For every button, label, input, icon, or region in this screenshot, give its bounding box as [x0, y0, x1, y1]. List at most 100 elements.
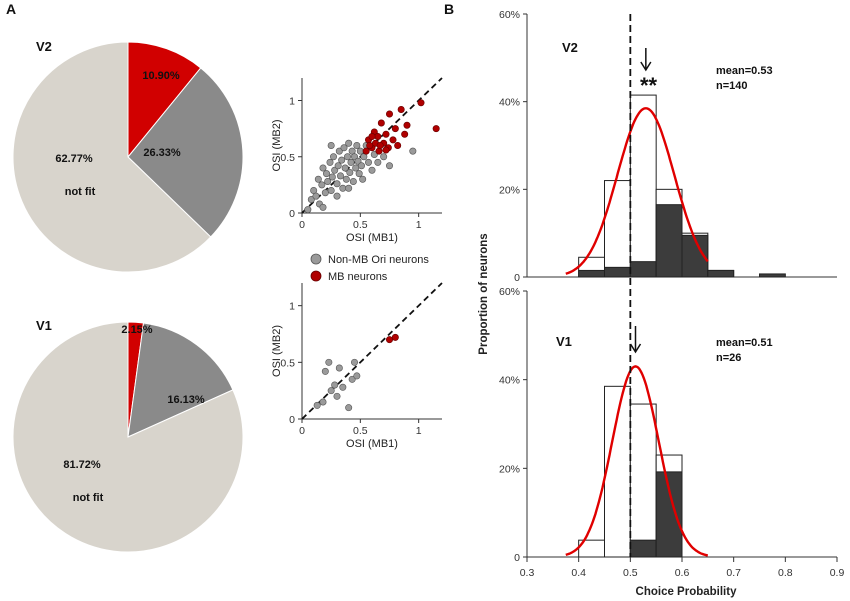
scatter-point-mb [377, 119, 385, 127]
y-tick-label: 20% [499, 184, 520, 196]
pie-slice-label: 2.15% [121, 324, 152, 336]
hist-y-axis-label: Proportion of neurons [478, 233, 490, 354]
pie-chart-v2: V2 10.90% 26.33% 62.77% not fit [12, 39, 244, 273]
scatter-point-non-mb [409, 147, 417, 155]
scatter-point-mb [375, 147, 383, 155]
y-tick-label: 60% [499, 9, 520, 21]
scatter-point-mb [401, 130, 409, 138]
scatter-point-non-mb [333, 180, 341, 188]
pie-slice-label: 16.13% [167, 394, 205, 406]
pie-slice-label: 62.77% [55, 153, 93, 165]
scatter-point-non-mb [327, 142, 335, 150]
legend-label-mb: MB neurons [328, 271, 388, 283]
scatter-point-non-mb [329, 153, 337, 161]
scatter-point-non-mb [345, 404, 353, 412]
scatter-point-non-mb [321, 367, 329, 375]
x-tick-label: 0.5 [353, 219, 368, 231]
pie-slice-label: 26.33% [143, 147, 181, 159]
scatter-point-non-mb [327, 187, 335, 195]
gaussian-fit-curve [565, 365, 709, 557]
scatter-point-mb [397, 106, 405, 114]
y-tick-label: 0 [289, 208, 295, 220]
scatter-plot-v2: 00 0.5 0.5 1 1 OSI (MB1) OSI (MB2) [271, 77, 443, 244]
scatter-y-axis-label: OSI (MB2) [271, 325, 283, 377]
scatter-point-mb [391, 125, 399, 133]
histogram-bar-filled [707, 269, 735, 278]
scatter-point-non-mb [339, 383, 347, 391]
panel-letter-b: B [444, 1, 454, 17]
scatter-point-non-mb [385, 162, 393, 170]
scatter-point-non-mb [331, 381, 339, 389]
pie-slice [127, 322, 234, 438]
scatter-point-non-mb [318, 181, 326, 189]
histogram-bar-filled [604, 266, 631, 278]
scatter-x-axis-label: OSI (MB1) [346, 438, 398, 450]
y-tick-label: 0.5 [280, 152, 295, 164]
pie-slice-sublabel: not fit [73, 492, 104, 504]
x-tick-label: 0.8 [778, 567, 793, 579]
scatter-point-non-mb [319, 164, 327, 172]
scatter-point-non-mb [325, 358, 333, 366]
x-tick-label: 0 [299, 425, 305, 437]
pie-slice [12, 321, 244, 553]
scatter-point-non-mb [313, 401, 321, 409]
scatter-point-non-mb [343, 153, 351, 161]
hist-n-label-v2: n=140 [716, 80, 748, 92]
scatter-point-mb [403, 121, 411, 129]
pie-slice [127, 67, 244, 238]
hist-n-label-v1: n=26 [716, 352, 741, 364]
y-tick-label: 40% [499, 375, 520, 387]
scatter-point-mb [385, 110, 393, 118]
scatter-point-non-mb [347, 158, 355, 166]
scatter-point-non-mb [342, 175, 350, 183]
histogram-bar-filled [655, 204, 683, 278]
scatter-point-non-mb [380, 153, 388, 161]
scatter-point-mb [366, 142, 374, 150]
histogram-bar-filled [629, 539, 657, 558]
scatter-point-non-mb [312, 192, 320, 200]
histogram-bar-filled [578, 269, 606, 278]
scatter-point-mb [432, 125, 440, 133]
pie-slice-sublabel: not fit [65, 186, 96, 198]
scatter-point-non-mb [333, 392, 341, 400]
scatter-x-axis-label: OSI (MB1) [346, 232, 398, 244]
y-tick-label: 0 [514, 552, 520, 564]
scatter-point-non-mb [340, 144, 348, 152]
hist-mean-label-v2: mean=0.53 [716, 65, 773, 77]
pie-slice [12, 41, 212, 273]
y-tick-label: 0 [289, 414, 295, 426]
y-tick-label: 0.5 [280, 357, 295, 369]
scatter-point-non-mb [335, 147, 343, 155]
scatter-point-non-mb [307, 196, 315, 204]
scatter-point-non-mb [355, 170, 363, 178]
scatter-point-non-mb [338, 156, 346, 164]
scatter-point-non-mb [353, 372, 361, 380]
legend-label-non-mb: Non-MB Ori neurons [328, 254, 429, 266]
scatter-point-non-mb [349, 178, 357, 186]
hist-row-label-v2: V2 [562, 40, 578, 55]
scatter-point-non-mb [364, 158, 372, 166]
hist-mean-label-v1: mean=0.51 [716, 337, 773, 349]
x-tick-label: 0.3 [520, 567, 535, 579]
histogram-v2: V2 mean=0.53 n=140 ** 0 20% 40% 60% [499, 9, 837, 284]
scatter-point-non-mb [348, 375, 356, 383]
pie-row-label-v2: V2 [36, 39, 52, 54]
scatter-point-non-mb [314, 175, 322, 183]
scatter-point-non-mb [368, 166, 376, 174]
scatter-point-non-mb [353, 142, 361, 150]
x-tick-label: 0 [299, 219, 305, 231]
x-tick-label: 0.6 [675, 567, 690, 579]
scatter-point-non-mb [327, 387, 335, 395]
gaussian-fit-curve [565, 107, 709, 275]
hist-row-label-v1: V1 [556, 334, 572, 349]
scatter-point-non-mb [304, 206, 312, 214]
mean-arrow-head [640, 61, 652, 72]
scatter-point-non-mb [339, 184, 347, 192]
histogram-shared-axes: Choice Probability Proportion of neurons… [478, 14, 844, 598]
significance-marker-v2: ** [640, 73, 658, 98]
pie-slice [127, 41, 202, 159]
scatter-point-non-mb [346, 169, 354, 177]
scatter-point-mb [374, 133, 382, 141]
identity-line [301, 282, 443, 420]
